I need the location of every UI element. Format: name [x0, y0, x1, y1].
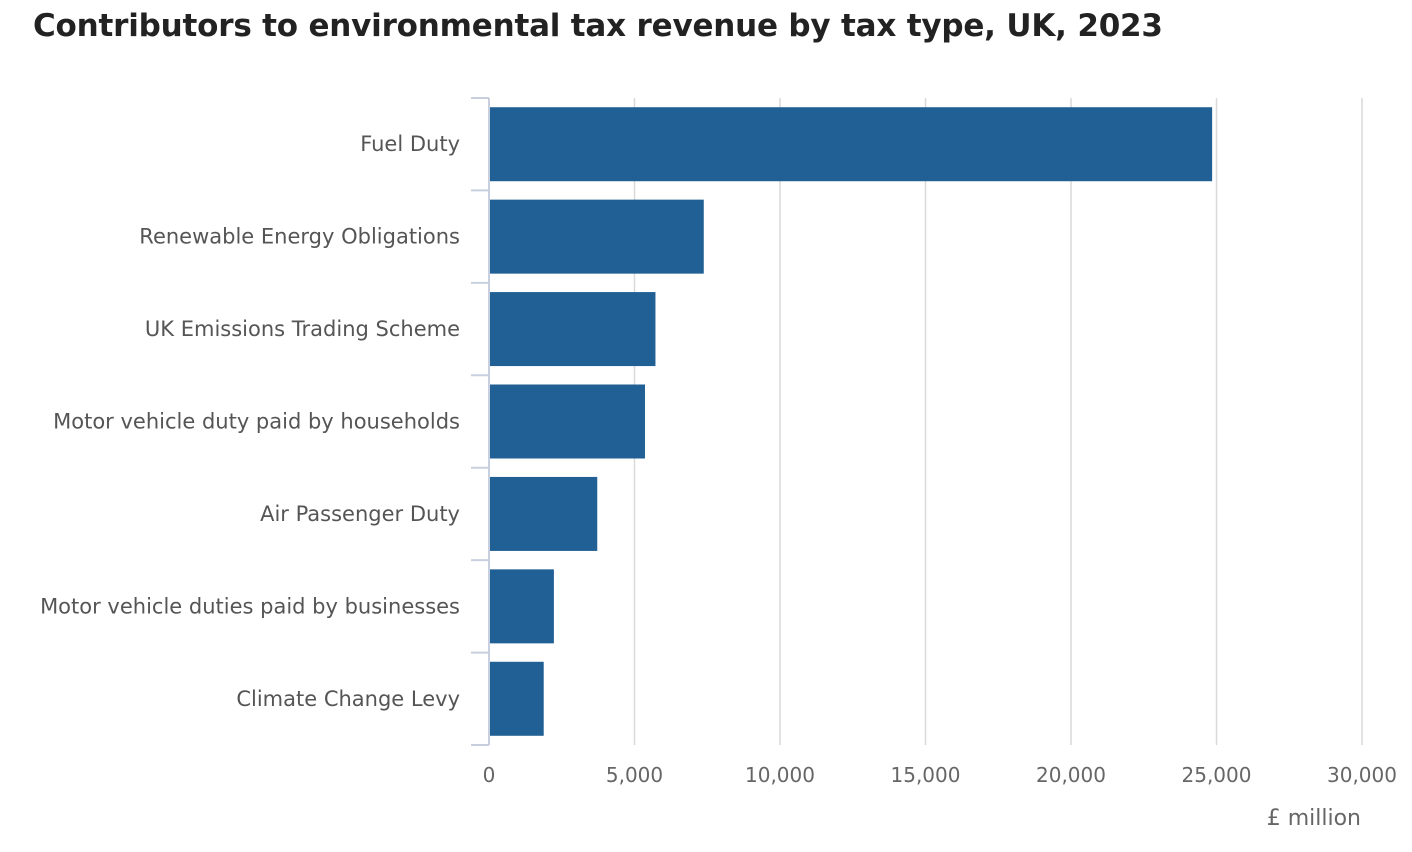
x-tick-label-1: 5,000: [606, 763, 663, 787]
x-tick-label-2: 10,000: [745, 763, 815, 787]
category-label-4: Air Passenger Duty: [260, 502, 460, 526]
bar-1: [490, 199, 704, 274]
category-label-6: Climate Change Levy: [236, 687, 460, 711]
category-label-3: Motor vehicle duty paid by households: [53, 410, 460, 434]
x-axis-title: £ million: [1267, 806, 1361, 831]
chart-title: Contributors to environmental tax revenu…: [33, 8, 1163, 44]
category-label-5: Motor vehicle duties paid by businesses: [40, 594, 460, 618]
x-tick-label-5: 25,000: [1182, 763, 1252, 787]
category-label-1: Renewable Energy Obligations: [139, 225, 460, 249]
category-label-0: Fuel Duty: [360, 132, 460, 156]
x-tick-label-6: 30,000: [1327, 763, 1397, 787]
x-tick-label-4: 20,000: [1036, 763, 1106, 787]
bar-4: [490, 476, 598, 551]
bar-5: [490, 569, 554, 644]
x-tick-label-0: 0: [483, 763, 496, 787]
bar-3: [490, 384, 645, 459]
bar-0: [490, 107, 1213, 182]
x-tick-label-3: 15,000: [891, 763, 961, 787]
bar-2: [490, 292, 656, 367]
category-label-2: UK Emissions Trading Scheme: [145, 317, 460, 341]
bar-6: [490, 661, 544, 736]
